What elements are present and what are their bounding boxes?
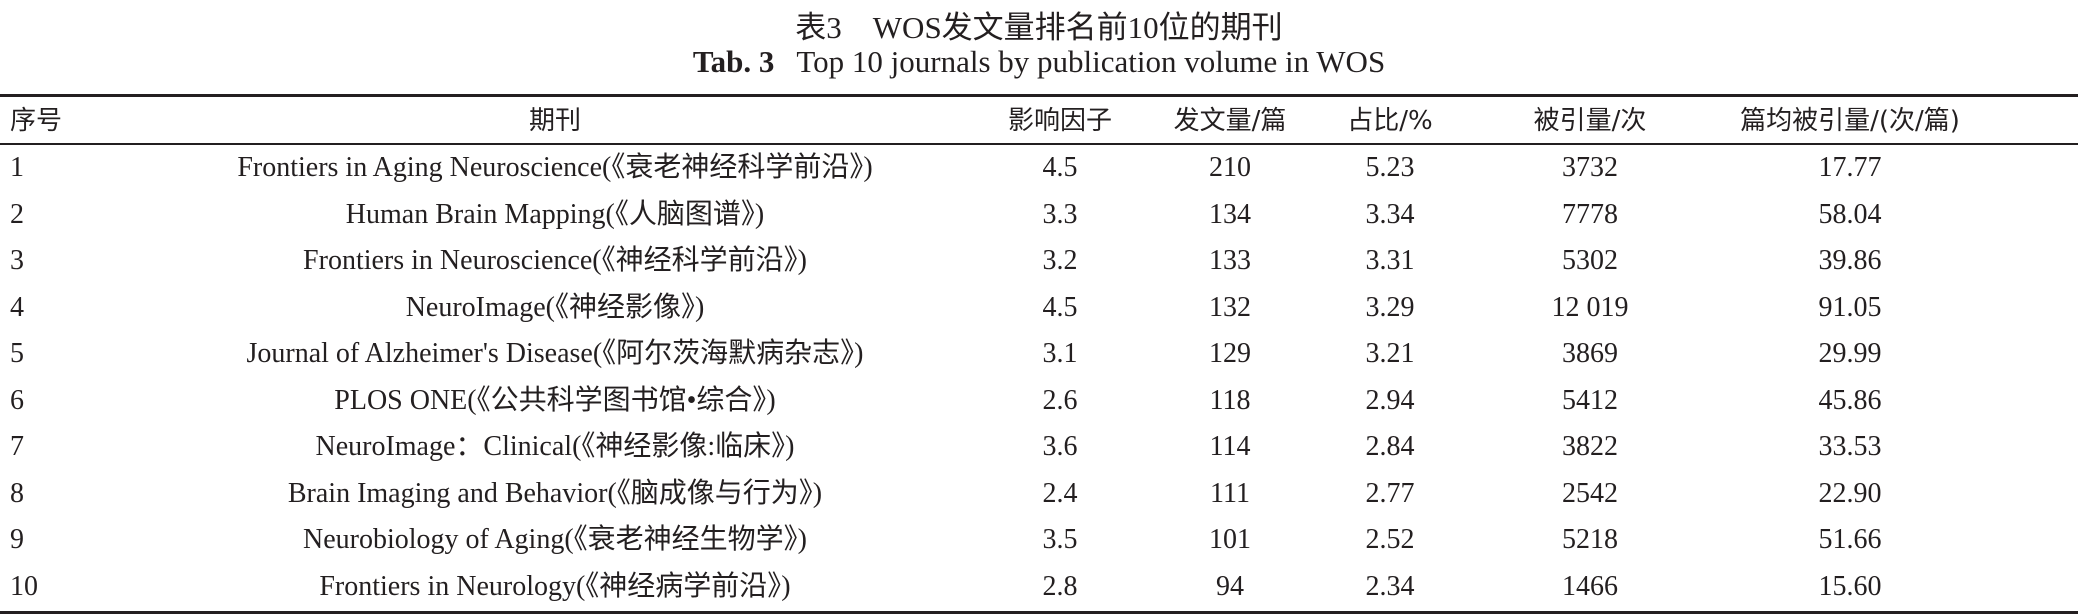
table-cell: 2.94 [1365,384,1415,416]
table-cell: 111 [1210,477,1250,509]
table-cell: NeuroImage(《神经影像》) [405,291,705,323]
table-cell: Neurobiology of Aging(《衰老神经生物学》) [303,524,807,555]
table-cell: Frontiers in Aging Neuroscience(《衰老神经科学前… [237,152,873,183]
table-cell: 210 [1209,152,1251,183]
table-cell: 2.6 [1042,384,1078,416]
table-cell: 118 [1209,384,1251,416]
table-cell: 5 [10,338,24,369]
table-cell: 3.3 [1042,198,1078,230]
table-cell: 2542 [1562,477,1618,509]
table-cell: 2.77 [1365,477,1415,509]
table-cell: 17.77 [1818,152,1882,183]
column-header: 篇均被引量/(次/篇) [1740,106,1960,136]
table-cell: 22.90 [1818,477,1882,509]
table-row: 1 Frontiers in Aging Neuroscience(《衰老神经科学… [0,145,2078,191]
table-cell: 3.1 [1042,338,1078,369]
table-cell: 33.53 [1818,431,1882,462]
table-row: 2 Human Brain Mapping(《人脑图谱》) 3.3 134 3.34 77… [0,192,2078,238]
table-cell: 10 [10,570,38,602]
table-cell: 58.04 [1818,198,1882,230]
table-cell: Frontiers in Neuroscience(《神经科学前沿》) [303,245,807,276]
table-cell: 2 [10,198,24,230]
table-title-cn: 表3 WOS发文量排名前10位的期刊 [795,10,1283,45]
table-cell: Brain Imaging and Behavior(《脑成像与行为》) [287,477,823,509]
table-cell: 7778 [1562,198,1618,230]
table-row: 10 Frontiers in Neurology(《神经病学前沿》) 2.8 94 2… [0,564,2078,610]
table-row: 5 Journal of Alzheimer's Disease(《阿尔茨海默病杂… [0,331,2078,377]
table-cell: 3.29 [1365,291,1415,323]
table-cell: 5412 [1562,384,1618,416]
table-cell: 94 [1216,570,1244,602]
table-cell: 4.5 [1042,152,1078,183]
table-cell: 29.99 [1818,338,1882,369]
table-cell: 134 [1209,198,1251,230]
table-cell: Frontiers in Neurology(《神经病学前沿》) [319,570,791,602]
column-header: 占比/% [1347,106,1433,136]
table-cell: 45.86 [1818,384,1882,416]
table-cell: 91.05 [1818,291,1882,323]
column-header: 发文量/篇 [1173,106,1287,136]
table-cell: 3822 [1562,431,1618,462]
table-cell: NeuroImage：Clinical(《神经影像:临床》) [315,431,795,462]
table-cell: 3.5 [1042,524,1078,555]
column-header: 序号 [10,106,63,136]
table-cell: Human Brain Mapping(《人脑图谱》) [345,198,765,230]
table-cell: 6 [10,384,24,416]
table-cell: 2.4 [1042,477,1078,509]
table-cell: 129 [1209,338,1251,369]
table-cell: PLOS ONE(《公共科学图书馆•综合》) [334,384,776,416]
table-cell: 4 [10,291,24,323]
table-cell: 132 [1209,291,1251,323]
table-cell: 2.84 [1365,431,1415,462]
table-cell: 1466 [1562,570,1618,602]
header-row: 序号 期刊 影响因子 发文量/篇 占比/% 被引量/次 篇均被引量/(次/篇) [0,98,2078,144]
table-cell: 39.86 [1818,245,1882,276]
table-cell: 3.2 [1042,245,1078,276]
column-header: 期刊 [528,106,581,136]
table-cell: 3 [10,245,24,276]
table-cell: 3.21 [1365,338,1415,369]
table-cell: 4.5 [1042,291,1078,323]
table-cell: 3869 [1562,338,1618,369]
table-cell: Journal of Alzheimer's Disease(《阿尔茨海默病杂志… [246,338,864,369]
table-row: 4 NeuroImage(《神经影像》) 4.5 132 3.29 12 019 91.05 [0,285,2078,331]
table-cell: 12 019 [1551,291,1629,323]
table-cell: 2.34 [1365,570,1415,602]
table-cell: 3.31 [1365,245,1415,276]
column-header: 被引量/次 [1533,106,1647,136]
table-cell: 7 [10,431,24,462]
table-cell: 9 [10,524,24,555]
header-rule [0,143,2078,145]
table-row: 9 Neurobiology of Aging(《衰老神经生物学》) 3.5 101 2… [0,517,2078,563]
table-title-en: Tab. 3 Top 10 journals by publication vol… [0,44,2078,80]
table-cell: 3.6 [1042,431,1078,462]
table-cell: 15.60 [1818,570,1882,602]
table-label-en: Tab. 3 [692,44,775,79]
table-cell: 2.52 [1365,524,1415,555]
table-row: 7 NeuroImage：Clinical(《神经影像:临床》) 3.6 114 2.8… [0,424,2078,470]
table-cell: 51.66 [1818,524,1882,555]
table-cell: 101 [1209,524,1251,555]
table-cell: 5.23 [1365,152,1415,183]
top-rule [0,94,2078,97]
table-cell: 8 [10,477,24,509]
column-header: 影响因子 [1007,106,1112,136]
table-cell: 3.34 [1365,198,1415,230]
table-cell: 1 [10,152,24,183]
table-cell: 114 [1209,431,1251,462]
table-cell: 133 [1209,245,1251,276]
table-row: 8 Brain Imaging and Behavior(《脑成像与行为》) 2.4… [0,471,2078,517]
table-title-en-text: Top 10 journals by publication volume in… [796,44,1386,79]
table-row: 6 PLOS ONE(《公共科学图书馆•综合》) 2.6 118 2.94 5412 45.… [0,378,2078,424]
table-row: 3 Frontiers in Neuroscience(《神经科学前沿》) 3.2 1… [0,238,2078,284]
table-cell: 5218 [1562,524,1618,555]
table-cell: 3732 [1562,152,1618,183]
table-cell: 5302 [1562,245,1618,276]
table-cell: 2.8 [1042,570,1078,602]
bottom-rule [0,611,2078,614]
